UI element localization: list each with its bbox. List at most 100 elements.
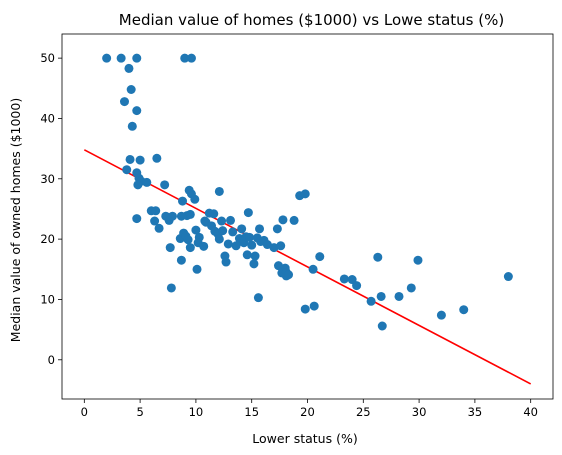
scatter-point xyxy=(122,165,132,175)
y-tick-label: 10 xyxy=(40,292,55,306)
scatter-point xyxy=(167,211,177,221)
scatter-point xyxy=(160,180,170,190)
scatter-point xyxy=(217,216,227,226)
scatter-point xyxy=(237,224,247,234)
scatter-point xyxy=(459,305,469,315)
scatter-point xyxy=(249,259,259,269)
scatter-point xyxy=(253,293,263,303)
scatter-point xyxy=(247,240,257,250)
chart-title: Median value of homes ($1000) vs Lowe st… xyxy=(119,11,504,29)
scatter-point xyxy=(186,53,196,63)
scatter-point xyxy=(132,214,142,224)
scatter-point xyxy=(436,310,446,320)
x-tick-label: 30 xyxy=(412,405,427,419)
scatter-point xyxy=(142,177,152,187)
scatter-point xyxy=(221,257,231,267)
scatter-point xyxy=(214,186,224,196)
axis-ticks: 0 5 10 15 20 25 30 35 40 0 10 20 30 40 50 xyxy=(40,33,554,419)
scatter-point xyxy=(190,194,200,204)
scatter-point xyxy=(180,53,190,63)
scatter-point xyxy=(176,255,186,265)
scatter-point xyxy=(278,215,288,225)
scatter-point xyxy=(262,240,272,250)
y-tick-label: 0 xyxy=(48,353,55,367)
x-tick-label: 25 xyxy=(356,405,371,419)
scatter-point xyxy=(366,296,376,306)
scatter-point xyxy=(308,264,318,274)
scatter-point xyxy=(185,243,195,253)
scatter-point xyxy=(165,243,175,253)
scatter-point xyxy=(373,252,383,262)
scatter-point xyxy=(124,63,134,73)
scatter-point xyxy=(150,216,160,226)
scatter-point xyxy=(183,235,193,245)
x-tick-label: 40 xyxy=(523,405,538,419)
scatter-point xyxy=(154,223,164,233)
scatter-point xyxy=(132,106,142,116)
scatter-point xyxy=(135,155,145,165)
y-tick-label: 30 xyxy=(40,172,55,186)
x-tick-label: 10 xyxy=(189,405,204,419)
scatter-point xyxy=(503,272,513,282)
scatter-point xyxy=(300,189,310,199)
scatter-point xyxy=(214,234,224,244)
scatter-point xyxy=(228,227,238,237)
scatter-point xyxy=(151,206,161,216)
scatter-point xyxy=(242,250,252,260)
scatter-point xyxy=(231,241,241,251)
x-tick-label: 0 xyxy=(81,405,88,419)
x-tick-label: 20 xyxy=(300,405,315,419)
y-axis-label: Median value of owned homes ($1000) xyxy=(8,98,23,342)
x-tick-label: 5 xyxy=(136,405,143,419)
scatter-point xyxy=(178,196,188,206)
scatter-point xyxy=(276,241,286,251)
scatter-point xyxy=(199,241,209,251)
scatter-point xyxy=(309,301,319,311)
scatter-point xyxy=(377,321,387,331)
y-tick-label: 40 xyxy=(40,111,55,125)
regression-line xyxy=(83,149,532,385)
x-tick-label: 35 xyxy=(468,405,483,419)
y-tick-label: 50 xyxy=(40,51,55,65)
scatter-point xyxy=(102,53,112,63)
scatter-point xyxy=(315,252,325,262)
scatter-point xyxy=(166,283,176,293)
scatter-point xyxy=(132,53,142,63)
scatter-point xyxy=(289,215,299,225)
scatter-point xyxy=(394,291,404,301)
scatter-point xyxy=(300,304,310,314)
scatter-point xyxy=(191,225,201,235)
scatter-point xyxy=(223,239,233,249)
scatter-point xyxy=(250,251,260,261)
scatter-point xyxy=(413,255,423,265)
scatter-points-layer xyxy=(102,53,513,331)
scatter-point xyxy=(226,215,236,225)
scatter-point xyxy=(284,270,294,280)
scatter-point xyxy=(243,208,253,218)
x-tick-label: 15 xyxy=(244,405,259,419)
plot-background xyxy=(62,34,553,399)
scatter-point xyxy=(127,121,137,131)
scatter-point xyxy=(406,283,416,293)
scatter-point xyxy=(255,224,265,234)
scatter-point xyxy=(126,85,136,95)
scatter-point xyxy=(352,281,362,291)
scatter-point xyxy=(119,97,129,107)
scatter-point xyxy=(376,291,386,301)
scatter-point xyxy=(152,153,162,163)
scatter-point xyxy=(192,264,202,274)
scatter-point xyxy=(116,53,126,63)
scatter-point xyxy=(339,274,349,284)
plot-area xyxy=(62,34,553,399)
scatter-point xyxy=(272,224,282,234)
scatter-point xyxy=(218,226,228,236)
scatter-point xyxy=(125,154,135,164)
regression-line-layer xyxy=(83,149,532,385)
x-axis-label: Lower status (%) xyxy=(252,431,357,446)
y-tick-label: 20 xyxy=(40,232,55,246)
scatter-point xyxy=(244,232,254,242)
scatter-point xyxy=(185,209,195,219)
scatter-point xyxy=(133,180,143,190)
scatter-point xyxy=(209,209,219,219)
